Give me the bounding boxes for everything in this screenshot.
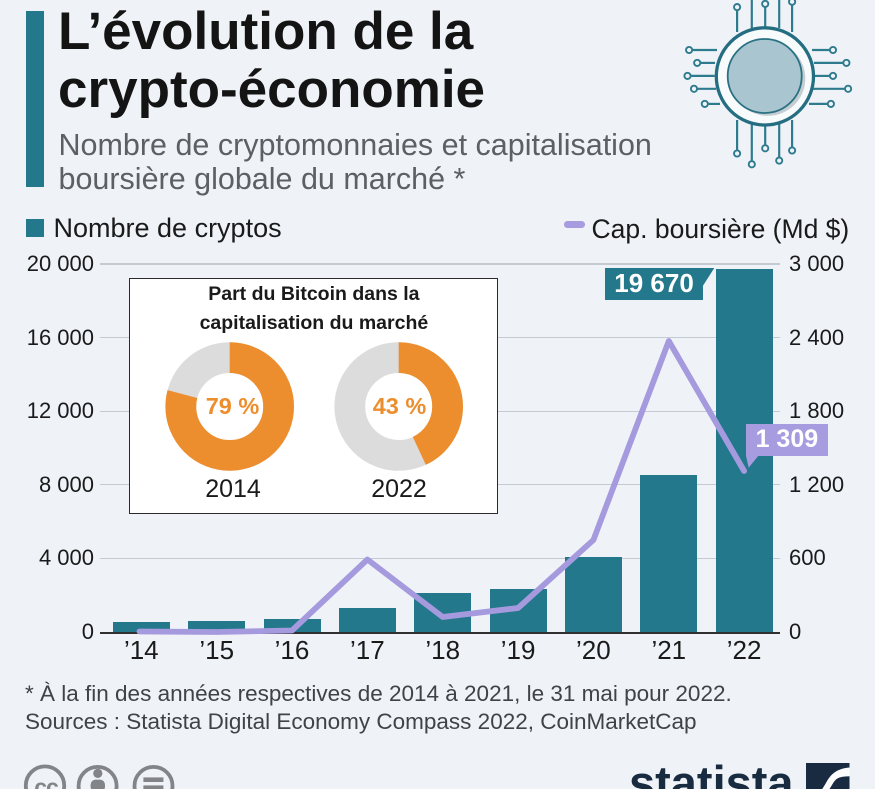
svg-text:cc: cc (34, 774, 59, 789)
